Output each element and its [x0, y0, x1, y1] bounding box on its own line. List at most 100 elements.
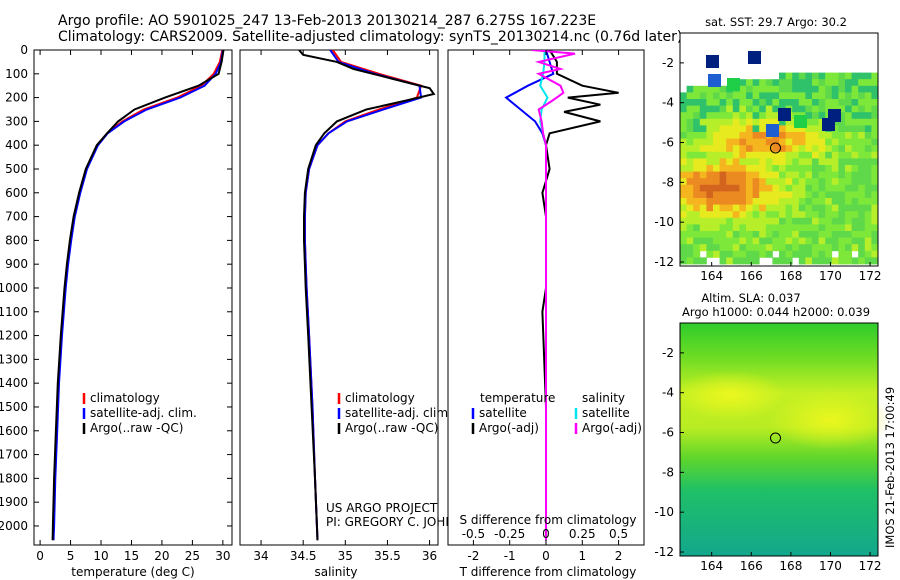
- sst-cell: [838, 191, 846, 199]
- sst-cell: [812, 72, 819, 80]
- sst-cell: [825, 72, 833, 80]
- sst-cell: [871, 231, 879, 238]
- sst-cell: [792, 224, 800, 232]
- project-annotation-line-2: PI: GREGORY C. JOHNSON: [326, 515, 480, 529]
- sst-cell: [746, 231, 753, 238]
- sst-cell: [759, 138, 767, 146]
- sst-cell: [845, 158, 852, 166]
- sst-cell: [719, 105, 727, 113]
- sst-cell: [765, 191, 773, 199]
- sst-cell: [686, 118, 694, 126]
- sst-cell: [726, 118, 734, 126]
- sst-cell: [845, 217, 852, 225]
- map-xtick-label: 164: [700, 269, 723, 283]
- sst-cell: [838, 118, 846, 126]
- sst-cell: [818, 244, 826, 252]
- sst-cell: [864, 237, 872, 245]
- xtick-label: 0: [542, 549, 550, 563]
- sst-cell: [779, 72, 786, 80]
- sst-cell: [680, 171, 687, 179]
- sst-cell: [765, 231, 773, 238]
- sst-cell: [812, 138, 819, 146]
- sst-cell: [785, 171, 793, 179]
- sst-cell: [785, 165, 793, 172]
- sst-cell: [851, 244, 859, 252]
- ytick-label: 900: [5, 257, 28, 271]
- sst-map-ticks: 164 166 168 170 172 -2 -4 -6 -8 -10 -12: [654, 56, 881, 283]
- sst-cell: [732, 231, 740, 238]
- sst-cell: [858, 99, 866, 106]
- sst-cell: [818, 145, 826, 153]
- sst-cell: [739, 217, 747, 225]
- sst-cell: [713, 184, 720, 192]
- sst-cell: [699, 237, 707, 245]
- sst-cell: [752, 257, 760, 265]
- sst-cell: [752, 231, 760, 238]
- sst-cell: [680, 198, 687, 205]
- sst-cell: [693, 257, 701, 265]
- sst-cell: [845, 237, 852, 245]
- xtick-label: 36: [422, 549, 437, 563]
- xtick-label: 1: [578, 549, 586, 563]
- sst-cell: [752, 165, 760, 172]
- sst-cell: [739, 224, 747, 232]
- sst-cell: [798, 132, 806, 139]
- sst-cell: [726, 231, 734, 238]
- sst-cell: [739, 171, 747, 179]
- sst-cell: [693, 191, 701, 199]
- sst-cell: [792, 204, 800, 212]
- sst-cell: [838, 244, 846, 252]
- sst-cell: [805, 85, 813, 93]
- sst-cell: [759, 112, 767, 120]
- sst-cell: [818, 191, 826, 199]
- sst-cell: [680, 237, 687, 245]
- sst-cell: [818, 211, 826, 219]
- ytick-label: 1900: [0, 495, 28, 509]
- sst-cell: [732, 198, 740, 205]
- sst-cell: [726, 244, 734, 252]
- sst-cell: [838, 158, 846, 166]
- sst-cell: [871, 257, 879, 265]
- sst-cell: [713, 85, 720, 93]
- sst-cell: [693, 231, 701, 238]
- sst-cell: [779, 118, 786, 126]
- sst-cell: [851, 198, 859, 205]
- sst-cell: [871, 244, 879, 252]
- sst-cell: [779, 125, 786, 133]
- sst-cell: [851, 118, 859, 126]
- sst-cell: [713, 145, 720, 153]
- sst-cell: [871, 184, 879, 192]
- sst-cell: [858, 118, 866, 126]
- map-ytick-label: -4: [662, 96, 674, 110]
- sst-cell: [805, 257, 813, 265]
- sst-cell: [713, 198, 720, 205]
- sst-cell: [693, 151, 701, 159]
- sst-cell: [693, 85, 701, 93]
- sst-cell: [732, 118, 740, 126]
- sst-cell: [686, 244, 694, 252]
- sst-cell: [825, 224, 833, 232]
- sst-cell: [812, 178, 819, 186]
- sst-cell: [858, 145, 866, 153]
- sst-cell: [765, 184, 773, 192]
- sst-cell: [746, 99, 753, 106]
- sst-cell: [845, 250, 852, 258]
- sst-cell: [831, 79, 839, 87]
- ytick-label: 300: [5, 114, 28, 128]
- sst-cell: [746, 118, 753, 126]
- sst-cell: [713, 132, 720, 139]
- legend-label: Argo(-adj): [582, 421, 642, 435]
- sst-cell: [686, 257, 694, 265]
- sst-map-panel: sat. SST: 29.7 Argo: 30.2 164 166 168 170 17…: [654, 15, 881, 283]
- sst-cell: [765, 204, 773, 212]
- sst-cell: [858, 105, 866, 113]
- sst-cell: [713, 171, 720, 179]
- sst-cell: [831, 171, 839, 179]
- sst-cell: [845, 132, 852, 139]
- sst-cell: [812, 85, 819, 93]
- sst-cell: [719, 244, 727, 252]
- sst-cell: [871, 132, 879, 139]
- sst-cell: [746, 204, 753, 212]
- sst-cell: [713, 99, 720, 106]
- legend-label: satellite: [479, 406, 527, 420]
